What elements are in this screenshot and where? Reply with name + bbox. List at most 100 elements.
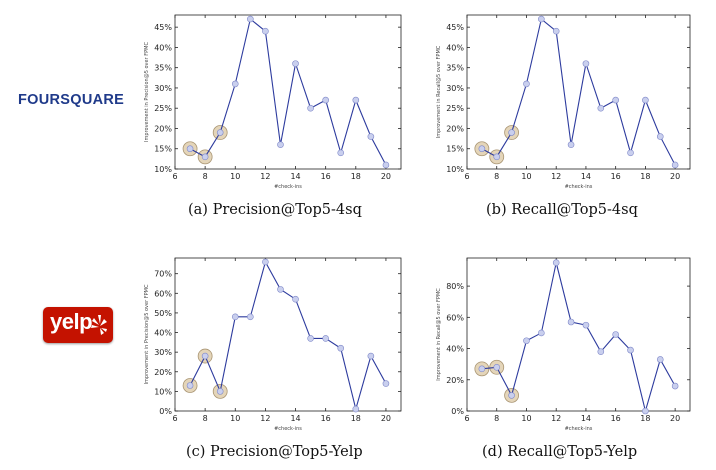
y-tick-label: 30%: [154, 84, 172, 93]
x-tick-label: 6: [172, 414, 177, 423]
x-tick-label: 10: [521, 172, 531, 181]
yelp-logo-wordmark: yelp: [50, 309, 93, 334]
x-tick-label: 8: [494, 172, 499, 181]
data-point: [322, 335, 329, 342]
y-tick-label: 10%: [154, 165, 172, 174]
data-point: [597, 104, 605, 112]
data-point: [216, 388, 224, 395]
x-tick-label: 20: [670, 414, 680, 423]
data-point: [216, 129, 224, 136]
data-point: [656, 356, 664, 363]
y-tick-label: 20%: [446, 124, 464, 133]
data-point: [292, 60, 299, 67]
y-axis-label: Improvement in Precision@5 over FPMC: [144, 42, 150, 142]
y-tick-label: 45%: [446, 23, 464, 32]
data-point: [627, 346, 634, 354]
data-point: [307, 335, 314, 342]
series-line: [189, 18, 387, 166]
data-point: [478, 145, 486, 153]
x-tick-label: 10: [521, 414, 531, 423]
data-point: [523, 80, 530, 88]
caption-b: (b) Recall@Top5-4sq: [486, 202, 638, 218]
data-point: [493, 363, 501, 371]
yelp-burst-icon: [91, 315, 107, 335]
plot-frame: [466, 257, 691, 412]
y-tick-label: 80%: [446, 282, 464, 291]
y-tick-label: 40%: [446, 43, 464, 52]
x-tick-label: 12: [551, 172, 561, 181]
y-tick-label: 45%: [154, 23, 172, 32]
y-tick-label: 20%: [446, 376, 464, 385]
data-point: [612, 331, 619, 338]
data-point: [322, 96, 329, 104]
y-tick-label: 15%: [154, 145, 172, 154]
data-point: [262, 258, 269, 266]
y-axis-label: Improvement in Precision@5 over FPMC: [144, 284, 150, 384]
x-tick-label: 18: [351, 414, 361, 423]
y-tick-label: 20%: [154, 124, 172, 133]
data-point: [337, 149, 345, 157]
data-point: [642, 96, 649, 104]
foursquare-logo: FOURSQUARE: [18, 92, 125, 108]
data-point: [186, 382, 194, 389]
x-tick-label: 14: [290, 414, 300, 423]
y-axis-label: Improvement in Recall@5 over FPMC: [436, 45, 442, 138]
data-point: [277, 141, 284, 148]
x-tick-label: 14: [581, 414, 591, 423]
data-point: [337, 344, 345, 352]
caption-a: (a) Precision@Top5-4sq: [188, 202, 362, 218]
series-line: [189, 260, 387, 412]
x-axis-label: #check-ins: [565, 426, 593, 432]
data-point: [247, 313, 254, 321]
x-tick-label: 10: [230, 172, 240, 181]
plot-frame: [174, 14, 402, 170]
y-tick-label: 10%: [154, 387, 172, 396]
data-point: [552, 27, 560, 35]
data-point: [277, 286, 284, 293]
data-point: [523, 337, 530, 345]
series-line: [481, 18, 676, 166]
caption-d: (d) Recall@Top5-Yelp: [482, 444, 638, 460]
y-tick-label: 10%: [446, 165, 464, 174]
x-tick-label: 16: [321, 414, 331, 423]
x-tick-label: 18: [351, 172, 361, 181]
data-point: [382, 161, 390, 169]
x-tick-label: 14: [290, 172, 300, 181]
x-tick-label: 20: [381, 414, 391, 423]
data-point: [262, 27, 269, 35]
x-tick-label: 12: [260, 414, 270, 423]
data-point: [582, 321, 590, 329]
data-point: [567, 318, 575, 326]
data-point: [671, 161, 679, 169]
y-tick-label: 50%: [154, 309, 172, 318]
data-point: [508, 129, 515, 136]
data-point: [671, 382, 679, 390]
x-tick-label: 18: [640, 172, 650, 181]
data-point: [352, 405, 360, 413]
x-tick-label: 16: [611, 414, 621, 423]
y-tick-label: 0%: [159, 407, 172, 416]
chart-precision-4sq: 6 8 10 12 14 16 18 20 10% 15% 20% 25% 30% 35% 40% 45% #c…: [144, 14, 402, 190]
data-point: [352, 96, 360, 104]
data-point: [656, 133, 664, 140]
data-point: [493, 153, 501, 161]
data-point: [367, 133, 375, 140]
x-tick-label: 8: [203, 172, 208, 181]
data-point: [508, 392, 515, 399]
y-axis-label: Improvement in Recall@5 over FPMC: [436, 288, 442, 381]
y-tick-label: 70%: [154, 270, 172, 279]
y-tick-label: 0%: [451, 407, 464, 416]
y-tick-label: 40%: [154, 43, 172, 52]
x-tick-label: 12: [260, 172, 270, 181]
data-point: [627, 149, 634, 157]
data-point: [307, 104, 314, 112]
chart-panel-a: 6 8 10 12 14 16 18 20 10% 15% 20% 25% 30% 35% 40% 45% #c…: [0, 0, 716, 230]
x-tick-label: 14: [581, 172, 591, 181]
data-point: [292, 295, 299, 303]
data-point: [612, 96, 619, 104]
x-tick-label: 16: [611, 172, 621, 181]
x-axis-label: #check-ins: [565, 184, 593, 190]
